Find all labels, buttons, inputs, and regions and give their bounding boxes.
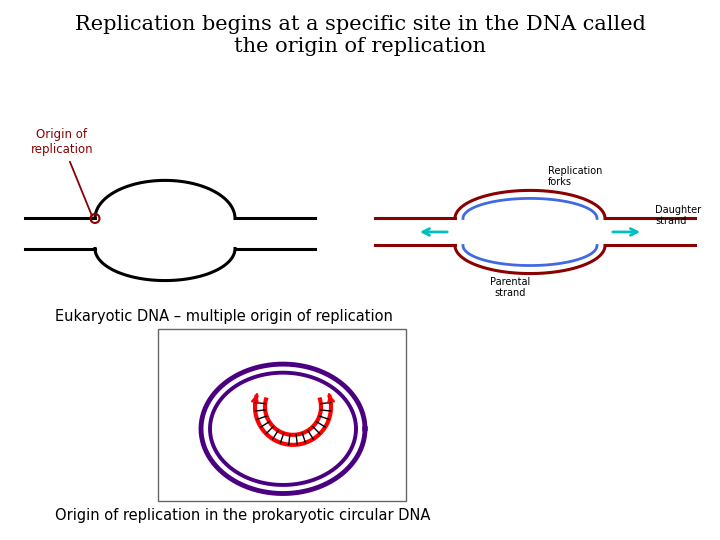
Text: Replication
forks: Replication forks bbox=[548, 166, 603, 187]
Text: Replication begins at a specific site in the DNA called
the origin of replicatio: Replication begins at a specific site in… bbox=[75, 15, 645, 56]
Text: Origin of replication in the prokaryotic circular DNA: Origin of replication in the prokaryotic… bbox=[55, 508, 431, 523]
Text: Daughter
strand: Daughter strand bbox=[655, 205, 701, 226]
Text: Parental
strand: Parental strand bbox=[490, 276, 530, 298]
Text: Eukaryotic DNA – multiple origin of replication: Eukaryotic DNA – multiple origin of repl… bbox=[55, 308, 393, 323]
Bar bbox=[158, 329, 406, 501]
Text: Origin of
replication: Origin of replication bbox=[31, 129, 94, 216]
